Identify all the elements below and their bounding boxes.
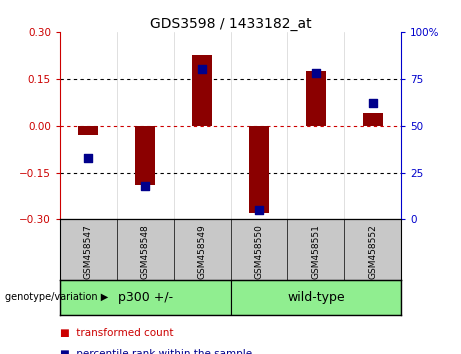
Bar xyxy=(60,280,230,315)
Text: GSM458551: GSM458551 xyxy=(311,224,320,279)
Bar xyxy=(192,55,212,126)
Text: GSM458550: GSM458550 xyxy=(254,224,263,279)
Bar xyxy=(306,71,326,126)
Bar xyxy=(249,126,269,213)
Bar xyxy=(230,280,401,315)
Text: GSM458552: GSM458552 xyxy=(368,224,377,279)
Text: ■  percentile rank within the sample: ■ percentile rank within the sample xyxy=(60,349,252,354)
Bar xyxy=(135,126,155,185)
Point xyxy=(198,67,206,72)
Point xyxy=(369,100,376,106)
Text: genotype/variation ▶: genotype/variation ▶ xyxy=(5,292,108,302)
Text: GSM458547: GSM458547 xyxy=(84,224,93,279)
Point xyxy=(255,207,263,213)
Point xyxy=(85,155,92,160)
Bar xyxy=(78,126,98,135)
Text: ■  transformed count: ■ transformed count xyxy=(60,328,173,338)
Bar xyxy=(363,113,383,126)
Point xyxy=(142,183,149,189)
Text: GSM458548: GSM458548 xyxy=(141,224,150,279)
Text: p300 +/-: p300 +/- xyxy=(118,291,173,304)
Title: GDS3598 / 1433182_at: GDS3598 / 1433182_at xyxy=(150,17,311,31)
Text: wild-type: wild-type xyxy=(287,291,344,304)
Text: GSM458549: GSM458549 xyxy=(198,224,207,279)
Point xyxy=(312,70,319,76)
